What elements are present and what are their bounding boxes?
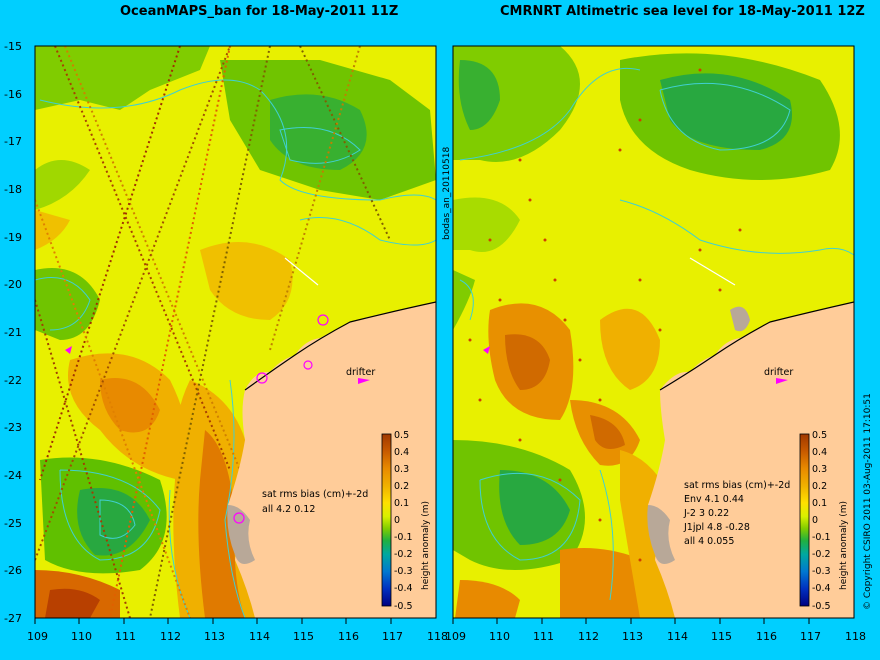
y-tick-label: -19 xyxy=(4,231,22,244)
x-tick-label: 118 xyxy=(845,630,866,643)
drifter-label: drifter xyxy=(346,367,375,378)
y-tick-label: -18 xyxy=(4,183,22,196)
colorbar-tick: -0.1 xyxy=(812,532,831,543)
x-tick-label: 113 xyxy=(622,630,643,643)
colorbar-tick: 0.4 xyxy=(394,447,409,458)
colorbar-tick: 0.1 xyxy=(394,498,409,509)
right-colorbar: 0.5 0.4 0.3 0.2 0.1 0 -0.1 -0.2 -0.3 -0.… xyxy=(799,430,849,612)
left-panel-title: OceanMAPS_ban for 18-May-2011 11Z xyxy=(120,4,399,19)
colorbar-tick: 0.1 xyxy=(812,498,827,509)
colorbar-label: height anomaly (m) xyxy=(839,501,849,590)
left-colorbar: 0.5 0.4 0.3 0.2 0.1 0 -0.1 -0.2 -0.3 -0.… xyxy=(381,430,431,612)
x-axis-right: 109 110 111 112 113 114 115 116 117 118 xyxy=(445,630,866,643)
x-tick-label: 115 xyxy=(711,630,732,643)
colorbar-tick: 0.3 xyxy=(394,464,409,475)
left-drifter: drifter xyxy=(346,367,375,384)
drifter-label: drifter xyxy=(764,367,793,378)
colorbar-tick: -0.5 xyxy=(812,601,831,612)
colorbar-tick: 0 xyxy=(812,515,818,526)
x-axis-left: 109 110 111 112 113 114 115 116 117 118 xyxy=(27,630,448,643)
stats-header: sat rms bias (cm)+-2d xyxy=(684,480,790,491)
x-tick-label: 114 xyxy=(667,630,688,643)
y-tick-label: -22 xyxy=(4,374,22,387)
x-tick-label: 112 xyxy=(578,630,599,643)
colorbar-tick: -0.4 xyxy=(394,583,413,594)
y-axis-left: -15 -16 -17 -18 -19 -20 -21 -22 -23 -24 … xyxy=(4,40,22,625)
stats-line: all 4 0.055 xyxy=(684,536,734,547)
y-tick-label: -20 xyxy=(4,278,22,291)
colorbar-tick: -0.4 xyxy=(812,583,831,594)
copyright: © Copyright CSIRO 2011 03-Aug-2011 17:10… xyxy=(863,393,873,610)
stats-line: all 4.2 0.12 xyxy=(262,504,315,515)
y-tick-label: -16 xyxy=(4,88,22,101)
x-tick-label: 117 xyxy=(382,630,403,643)
x-tick-label: 116 xyxy=(338,630,359,643)
y-tick-label: -21 xyxy=(4,326,22,339)
side-label: bodas_an_20110518 xyxy=(442,147,452,240)
x-tick-label: 112 xyxy=(160,630,181,643)
colorbar-tick: 0.5 xyxy=(394,430,409,441)
stats-header: sat rms bias (cm)+-2d xyxy=(262,489,368,500)
x-tick-label: 109 xyxy=(445,630,466,643)
colorbar-tick: -0.5 xyxy=(394,601,413,612)
x-tick-label: 113 xyxy=(204,630,225,643)
colorbar-tick: 0 xyxy=(394,515,400,526)
y-tick-label: -25 xyxy=(4,517,22,530)
colorbar-tick: -0.2 xyxy=(394,549,413,560)
y-tick-label: -26 xyxy=(4,564,22,577)
y-tick-label: -24 xyxy=(4,469,22,482)
x-tick-label: 115 xyxy=(293,630,314,643)
right-panel-title: CMRNRT Altimetric sea level for 18-May-2… xyxy=(500,4,865,19)
x-tick-label: 110 xyxy=(489,630,510,643)
x-tick-label: 116 xyxy=(756,630,777,643)
colorbar-tick: -0.2 xyxy=(812,549,831,560)
left-stats: sat rms bias (cm)+-2d all 4.2 0.12 xyxy=(262,489,368,515)
x-tick-label: 117 xyxy=(800,630,821,643)
colorbar-label: height anomaly (m) xyxy=(421,501,431,590)
x-tick-label: 118 xyxy=(427,630,448,643)
left-map xyxy=(35,46,436,618)
colorbar-tick: 0.2 xyxy=(812,481,827,492)
drifter-arrow-icon xyxy=(776,378,788,384)
colorbar-tick: -0.1 xyxy=(394,532,413,543)
y-tick-label: -17 xyxy=(4,135,22,148)
right-drifter: drifter xyxy=(764,367,793,384)
colorbar-tick: -0.3 xyxy=(812,566,831,577)
tick-marks xyxy=(34,618,810,624)
stats-line: J-2 3 0.22 xyxy=(683,508,729,519)
stats-line: J1jpl 4.8 -0.28 xyxy=(683,522,750,533)
drifter-arrow-icon xyxy=(358,378,370,384)
colorbar-tick: 0.2 xyxy=(394,481,409,492)
x-tick-label: 109 xyxy=(27,630,48,643)
colorbar-tick: -0.3 xyxy=(394,566,413,577)
y-tick-label: -27 xyxy=(4,612,22,625)
x-tick-label: 114 xyxy=(249,630,270,643)
x-tick-label: 111 xyxy=(533,630,554,643)
right-map xyxy=(453,46,854,618)
colorbar-tick: 0.5 xyxy=(812,430,827,441)
colorbar-tick: 0.4 xyxy=(812,447,827,458)
y-tick-label: -23 xyxy=(4,421,22,434)
colorbar-tick: 0.3 xyxy=(812,464,827,475)
stats-line: Env 4.1 0.44 xyxy=(684,494,744,505)
right-stats: sat rms bias (cm)+-2d Env 4.1 0.44 J-2 3… xyxy=(683,480,790,547)
x-tick-label: 110 xyxy=(71,630,92,643)
y-tick-label: -15 xyxy=(4,40,22,53)
x-tick-label: 111 xyxy=(115,630,136,643)
